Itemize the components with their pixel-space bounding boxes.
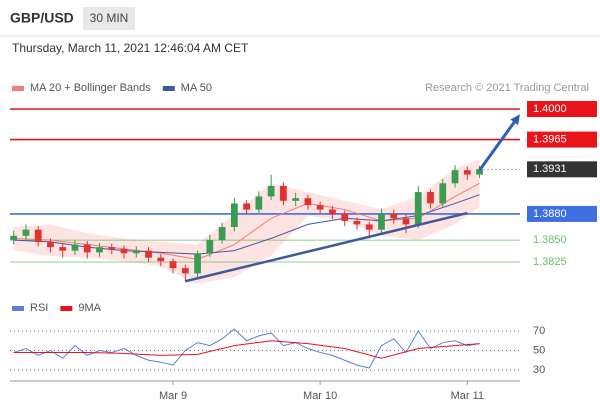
candle-body xyxy=(194,253,201,274)
candle-body xyxy=(10,235,18,241)
level-label: 1.3965 xyxy=(533,134,567,146)
legend-swatch xyxy=(12,86,24,91)
x-tick-label: Mar 10 xyxy=(303,390,337,402)
candle-body xyxy=(255,196,263,210)
candle-body xyxy=(132,250,140,254)
level-label: 1.3825 xyxy=(533,256,567,268)
level-label-box xyxy=(527,100,597,117)
candle-body xyxy=(451,170,459,184)
candle-body xyxy=(439,183,447,204)
candle-body xyxy=(316,205,324,210)
timeframe: 30 MIN xyxy=(90,11,129,25)
candle-body xyxy=(267,185,275,197)
candle-body xyxy=(22,229,30,236)
candle-body xyxy=(120,248,128,254)
candle-body xyxy=(390,213,398,219)
trendline xyxy=(185,211,468,283)
candle-body xyxy=(476,169,483,175)
candle-body xyxy=(280,185,287,201)
candle-body xyxy=(83,244,91,253)
legend-swatch xyxy=(162,86,175,91)
candle-body xyxy=(145,250,152,258)
level-label-box xyxy=(527,161,597,178)
candle-body xyxy=(292,198,300,201)
candle-body xyxy=(218,227,226,241)
date: Thursday, March 11, 2021 12:46:04 AM CET xyxy=(12,41,249,55)
legend-label: MA 20 + Bollinger Bands xyxy=(30,82,151,94)
candle-body xyxy=(402,218,410,225)
legend-label: 9MA xyxy=(78,302,101,314)
legend-swatch xyxy=(12,306,24,311)
candle-body xyxy=(169,261,177,269)
level-label-box xyxy=(527,131,597,148)
candle-body xyxy=(243,203,250,210)
credit: Research © 2021 Trading Central xyxy=(425,82,589,94)
candle-body xyxy=(34,229,42,242)
candle-body xyxy=(71,244,79,251)
candle-body xyxy=(353,220,361,225)
y-tick-label: 30 xyxy=(533,364,545,376)
candle-body xyxy=(157,257,165,262)
candle-body xyxy=(341,213,349,221)
candle-body xyxy=(108,247,116,249)
candle-body xyxy=(414,192,422,225)
level-label: 1.3880 xyxy=(533,208,567,220)
candle-body xyxy=(427,192,434,204)
level-label-box xyxy=(527,205,597,222)
y-tick-label: 50 xyxy=(533,344,545,356)
candle-body xyxy=(329,209,336,214)
indicator-line xyxy=(13,328,480,369)
y-tick-label: 70 xyxy=(533,325,545,337)
candle-body xyxy=(304,198,312,206)
candle-body xyxy=(206,240,214,254)
forecast-arrow xyxy=(478,119,517,172)
candle-body xyxy=(47,241,54,248)
candle-body xyxy=(463,170,471,175)
ma-line xyxy=(13,182,480,260)
indicator-line xyxy=(13,340,480,359)
candle-body xyxy=(96,247,103,253)
ma-line xyxy=(13,194,480,255)
legend-swatch xyxy=(60,306,73,311)
candle-body xyxy=(181,268,189,274)
legend-label: MA 50 xyxy=(181,82,212,94)
symbol: GBP/USD xyxy=(10,10,74,26)
candle-body xyxy=(59,247,67,251)
timeframe-box xyxy=(83,7,135,30)
candle-body xyxy=(378,213,385,230)
forecast-arrow-head xyxy=(510,114,520,126)
bollinger-band xyxy=(13,159,480,284)
x-tick-label: Mar 11 xyxy=(451,390,484,402)
candle-body xyxy=(230,203,238,228)
level-label: 1.3850 xyxy=(533,234,567,246)
level-label: 1.4000 xyxy=(533,103,567,115)
candle-body xyxy=(365,224,373,230)
legend-label: RSI xyxy=(30,302,48,314)
level-label: 1.3931 xyxy=(533,163,567,175)
x-tick-label: Mar 9 xyxy=(159,390,187,402)
